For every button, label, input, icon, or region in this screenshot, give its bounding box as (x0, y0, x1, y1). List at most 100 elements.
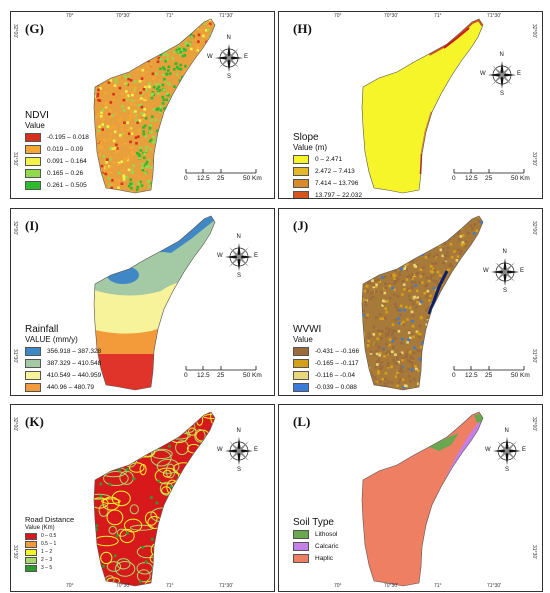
legend-item: 387.329 – 410.548 (25, 357, 101, 369)
legend-item-label: -0.195 – 0.018 (47, 133, 89, 141)
longitude-tick: 71° (434, 13, 442, 19)
legend-item: Lithosol (293, 528, 338, 540)
latitude-tick: 32°00' (531, 417, 537, 432)
scale-label: 50 Km (243, 175, 262, 182)
legend-swatch (293, 166, 309, 176)
map-legend: Slope Value (m) 0 – 2.471 2.472 – 7.413 7.41… (293, 132, 362, 199)
compass-label-s: S (237, 273, 242, 279)
longitude-tick: 70°30' (384, 13, 399, 19)
north-arrow-compass-icon: N S E W (483, 249, 525, 294)
legend-swatch (293, 394, 309, 395)
legend-item-label: Haplic (315, 554, 334, 562)
latitude-tick: 31°30' (12, 545, 18, 560)
legend-item-label: 356.918 – 387.328 (47, 347, 102, 355)
compass-label-w: W (483, 268, 489, 274)
compass-label-s: S (500, 91, 505, 97)
compass-label-n: N (502, 249, 507, 255)
legend-item-label: 0.089 – 0.267 (315, 396, 355, 397)
latitude-tick: 32°00' (12, 221, 18, 236)
panel-label: (J) (293, 218, 309, 233)
scale-label: 12.5 (197, 372, 210, 379)
compass-label-s: S (227, 74, 232, 80)
scale-label: 0 (184, 372, 188, 379)
scale-bar: 0 12.5 25 50 Km (439, 167, 530, 185)
legend-item-label: 387.329 – 410.548 (47, 359, 102, 367)
compass-label-w: W (217, 253, 223, 259)
map-panel-6: (L) 70° 70°30' 71° 71°30' 32°00' 31°30' Soil Ty… (278, 404, 543, 592)
legend-subtitle: VALUE (mm/y) (25, 335, 78, 344)
legend-item-label: -0.039 – 0.088 (315, 383, 357, 391)
legend-swatch (25, 556, 37, 564)
legend-title: Soil Type (293, 517, 334, 528)
legend-item-label: Calcaric (315, 542, 339, 550)
legend-title: WVWI (293, 324, 322, 335)
scale-label: 12.5 (465, 175, 478, 182)
panel-label: (L) (293, 414, 311, 429)
legend-swatch (293, 178, 309, 188)
scale-bar: 0 12.5 25 50 Km (439, 364, 530, 382)
scale-label: 0 (184, 175, 188, 182)
map-panel-5: (K) 70° 70°30' 71° 71°30' 32°00' 31°30' Road Di… (10, 404, 275, 592)
longitude-tick: 71°30' (487, 13, 502, 19)
legend-item-label: 0.019 – 0.09 (47, 145, 84, 153)
legend-item-label: 0.091 – 0.164 (47, 157, 87, 165)
legend-item-label: 0.5 – 1 (41, 541, 57, 547)
legend-title: Road Distance (25, 515, 75, 524)
longitude-tick: 70°30' (384, 583, 399, 589)
longitude-tick: 70° (334, 13, 342, 19)
longitude-tick: 70° (66, 13, 74, 19)
north-arrow-compass-icon: N S E W (207, 35, 248, 80)
scale-label: 50 Km (243, 372, 262, 379)
legend-swatch (25, 370, 41, 380)
longitude-tick: 71°30' (487, 583, 502, 589)
north-arrow-compass-icon: N S E W (480, 52, 522, 97)
legend-subtitle: Value (m) (293, 143, 328, 152)
map-panel-2: (H) 70° 70°30' 71° 71°30' 32°00' 31°30' Slope Va… (278, 11, 543, 199)
compass-label-s: S (503, 288, 508, 294)
scale-bar: 0 12.5 25 50 Km (171, 167, 262, 185)
legend-item: 480.791 – 532.956 (25, 393, 101, 397)
scale-label: 25 (485, 175, 493, 182)
compass-label-w: W (485, 447, 491, 453)
legend-item: -0.165 – -0.117 (293, 357, 359, 369)
scale-label: 50 Km (511, 372, 530, 379)
legend-swatch (293, 358, 309, 368)
legend-swatch (25, 564, 37, 572)
latitude-tick: 31°30' (12, 152, 18, 167)
legend-item: 7.414 – 13.796 (293, 177, 362, 189)
panel-label: (H) (293, 21, 312, 36)
legend-item-label: 7.414 – 13.796 (315, 179, 359, 187)
scale-label: 12.5 (197, 175, 210, 182)
legend-swatch (25, 394, 41, 395)
longitude-tick: 70°30' (116, 13, 131, 19)
legend-item: 0.089 – 0.267 (293, 393, 359, 397)
legend-title: Slope (293, 132, 319, 143)
map-legend: Rainfall VALUE (mm/y) 356.918 – 387.328 387… (25, 324, 102, 397)
legend-item: 0 – 2.471 (293, 153, 362, 165)
legend-item-label: 480.791 – 532.956 (47, 396, 101, 397)
latitude-tick: 31°30' (531, 152, 537, 167)
legend-item-label: -0.431 – -0.166 (315, 347, 360, 355)
legend-item: 410.549 – 440.959 (25, 369, 101, 381)
district-map (93, 18, 216, 194)
legend-item-label: 0 – 2.471 (315, 155, 343, 163)
map-panel-3: (I) 32°00' 31°30' Rainfall VALUE (mm/y) 356.9… (10, 208, 275, 396)
district-map (93, 411, 216, 587)
legend-item: 1 – 2 (25, 548, 74, 556)
compass-label-e: E (254, 253, 259, 259)
legend-title: Rainfall (25, 324, 59, 335)
longitude-tick: 70° (334, 583, 342, 589)
longitude-tick: 71° (166, 583, 174, 589)
legend-title: NDVI (25, 110, 49, 121)
latitude-tick: 32°00' (531, 221, 537, 236)
legend-item-label: -0.116 – -0.04 (315, 371, 355, 379)
legend-item: 0.5 – 1 (25, 540, 74, 548)
district-map (93, 215, 216, 391)
legend-swatch (25, 358, 41, 368)
compass-label-e: E (520, 268, 525, 274)
compass-label-w: W (480, 71, 486, 77)
legend-item-label: 13.797 – 22.032 (315, 191, 362, 199)
compass-label-e: E (517, 71, 522, 77)
legend-swatch (25, 132, 41, 142)
map-legend: Road Distance Value (Km) 0 – 0.5 0.5 – 1 1 –… (25, 515, 74, 572)
